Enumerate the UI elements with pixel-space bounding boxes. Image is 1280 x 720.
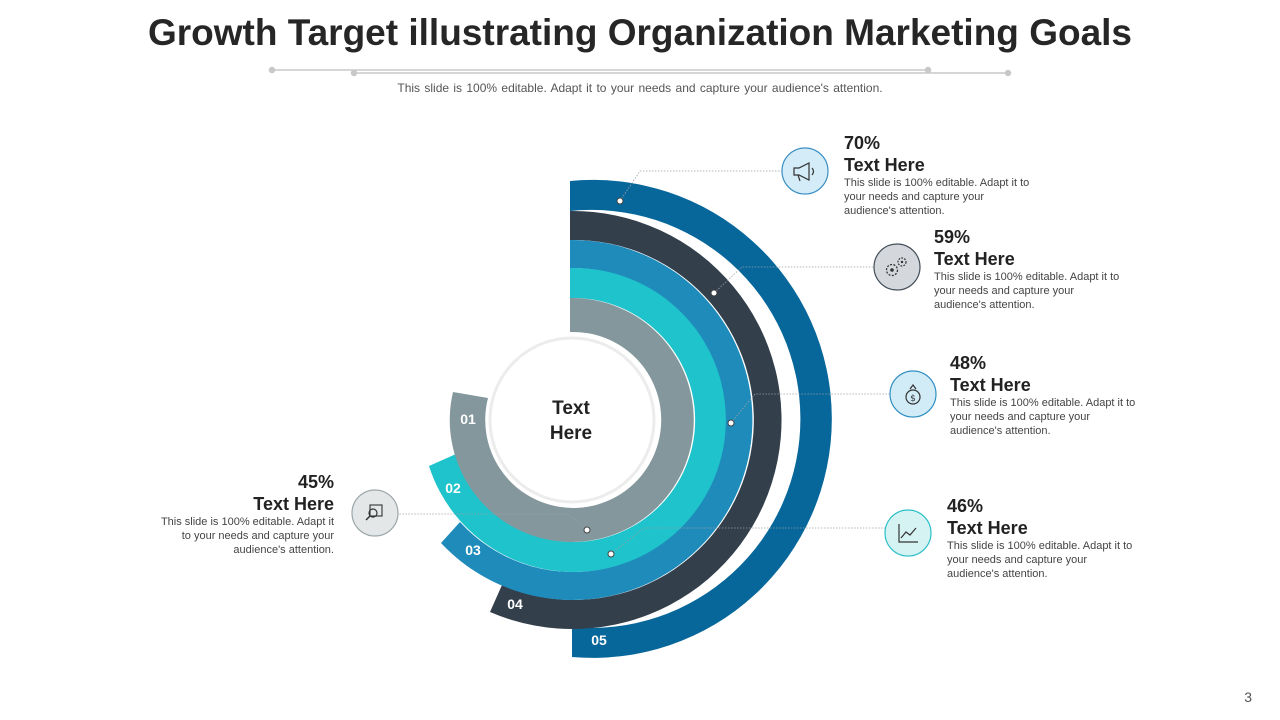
svg-text:$: $ bbox=[910, 394, 916, 404]
callout-description: This slide is 100% editable. Adapt it to… bbox=[160, 516, 334, 556]
leader-lines bbox=[398, 170, 890, 555]
segment-number-04: 04 bbox=[507, 596, 523, 612]
callout-45: 45% Text Here This slide is 100% editabl… bbox=[144, 471, 334, 557]
callout-59: 59% Text Here This slide is 100% editabl… bbox=[934, 226, 1124, 312]
center-label-line1: Text bbox=[552, 398, 590, 419]
callout-percent: 70% bbox=[844, 133, 881, 153]
callout-percent: 46% bbox=[947, 496, 984, 516]
money-bag-icon: $ bbox=[889, 370, 937, 418]
segment-number-01: 01 bbox=[460, 411, 476, 427]
ring-segment-05 bbox=[570, 179, 832, 658]
magnifier-chart-icon bbox=[351, 489, 399, 537]
center-circle bbox=[488, 336, 656, 504]
center-label: Text Here bbox=[521, 396, 621, 446]
callout-percent: 48% bbox=[950, 353, 987, 373]
callout-heading: Text Here bbox=[253, 494, 334, 514]
ring-segment-03 bbox=[441, 239, 753, 600]
callout-description: This slide is 100% editable. Adapt it to… bbox=[947, 540, 1133, 580]
line-chart-icon bbox=[884, 509, 932, 557]
callout-48: 48% Text Here This slide is 100% editabl… bbox=[950, 352, 1140, 438]
slide-subtitle: This slide is 100% editable. Adapt it to… bbox=[397, 81, 883, 95]
callout-percent: 59% bbox=[934, 227, 971, 247]
leader-dots bbox=[583, 197, 735, 558]
callout-heading: Text Here bbox=[844, 155, 925, 175]
callout-heading: Text Here bbox=[934, 249, 1015, 269]
segment-number-05: 05 bbox=[591, 632, 607, 648]
page-number: 3 bbox=[1244, 689, 1252, 705]
segment-number-02: 02 bbox=[445, 480, 461, 496]
callout-description: This slide is 100% editable. Adapt it to… bbox=[950, 397, 1136, 437]
center-label-line2: Here bbox=[549, 423, 593, 444]
callout-70: 70% Text Here This slide is 100% editabl… bbox=[844, 132, 1034, 218]
callout-heading: Text Here bbox=[947, 518, 1028, 538]
callout-description: This slide is 100% editable. Adapt it to… bbox=[844, 177, 1030, 217]
megaphone-icon bbox=[781, 147, 829, 195]
segment-number-03: 03 bbox=[465, 542, 481, 558]
title-underline bbox=[268, 66, 1012, 77]
callout-percent: 45% bbox=[297, 472, 334, 492]
callout-46: 46% Text Here This slide is 100% editabl… bbox=[947, 495, 1137, 581]
callout-description: This slide is 100% editable. Adapt it to… bbox=[934, 271, 1120, 311]
slide-title: Growth Target illustrating Organization … bbox=[147, 12, 1133, 53]
gears-icon bbox=[873, 243, 921, 291]
callout-heading: Text Here bbox=[950, 375, 1031, 395]
